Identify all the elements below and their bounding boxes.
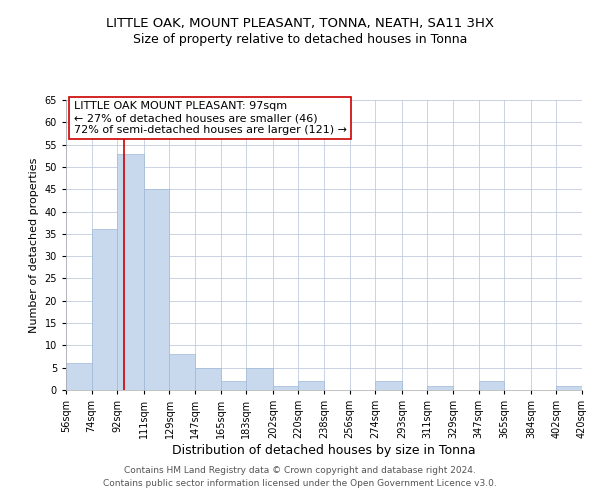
Text: Contains HM Land Registry data © Crown copyright and database right 2024.
Contai: Contains HM Land Registry data © Crown c… bbox=[103, 466, 497, 487]
Bar bbox=[169, 354, 195, 390]
Bar bbox=[273, 386, 298, 390]
Bar bbox=[117, 154, 144, 390]
Bar bbox=[246, 368, 273, 390]
Bar bbox=[144, 189, 169, 390]
Bar bbox=[221, 381, 246, 390]
Y-axis label: Number of detached properties: Number of detached properties bbox=[29, 158, 39, 332]
Bar bbox=[479, 381, 504, 390]
Bar bbox=[66, 363, 92, 390]
Bar bbox=[298, 381, 324, 390]
Bar bbox=[195, 368, 221, 390]
X-axis label: Distribution of detached houses by size in Tonna: Distribution of detached houses by size … bbox=[172, 444, 476, 457]
Bar bbox=[92, 230, 117, 390]
Text: LITTLE OAK MOUNT PLEASANT: 97sqm
← 27% of detached houses are smaller (46)
72% o: LITTLE OAK MOUNT PLEASANT: 97sqm ← 27% o… bbox=[74, 102, 347, 134]
Bar bbox=[375, 381, 402, 390]
Text: LITTLE OAK, MOUNT PLEASANT, TONNA, NEATH, SA11 3HX: LITTLE OAK, MOUNT PLEASANT, TONNA, NEATH… bbox=[106, 18, 494, 30]
Bar bbox=[427, 386, 453, 390]
Bar bbox=[556, 386, 582, 390]
Text: Size of property relative to detached houses in Tonna: Size of property relative to detached ho… bbox=[133, 32, 467, 46]
